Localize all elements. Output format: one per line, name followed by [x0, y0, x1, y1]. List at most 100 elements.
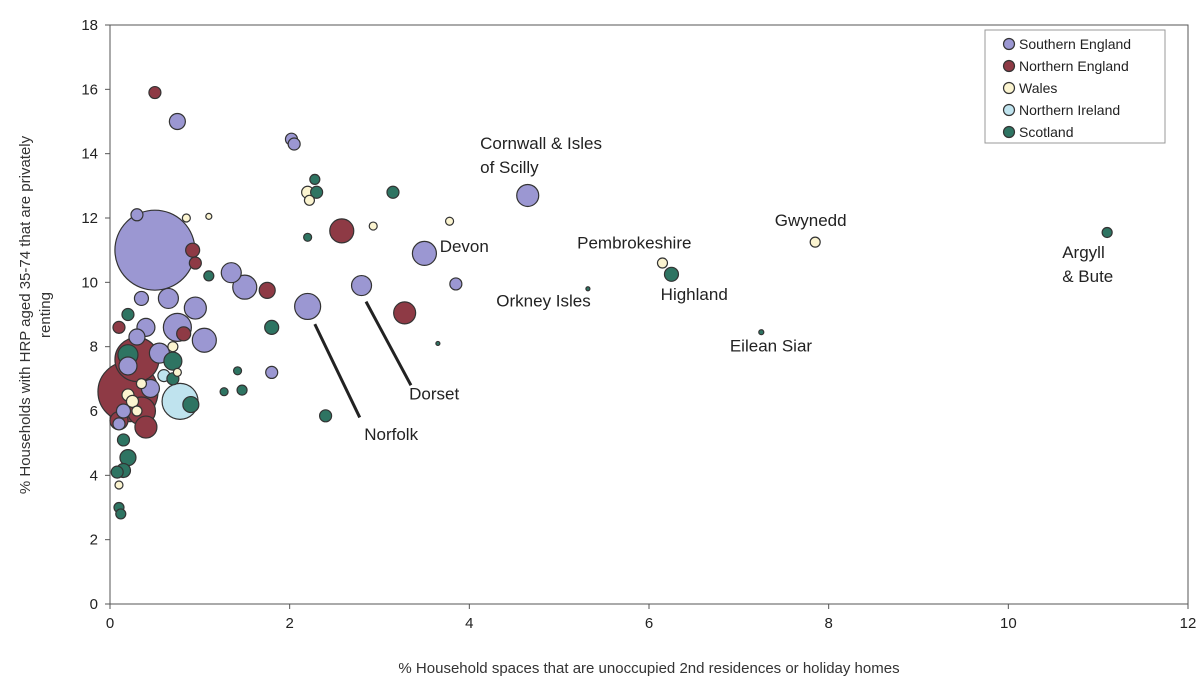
bubble-wales [444, 216, 455, 226]
bubble-scotland [203, 270, 215, 282]
bubble-scotland [585, 286, 591, 292]
axis-ticks: 0 2 4 6 8 10 12 0 2 4 6 8 10 12 14 16 18 [81, 17, 1196, 632]
y-tick-label: 8 [90, 339, 98, 356]
annotation-label: Highland [661, 285, 728, 304]
y-axis-title-line1: % Households with HRP aged 35-74 that ar… [17, 135, 34, 494]
bubble-southern-england [112, 417, 126, 431]
legend-label: Southern England [1019, 36, 1131, 52]
bubble-scotland [1101, 226, 1113, 239]
leader-line [313, 323, 362, 419]
legend-box [984, 29, 1166, 144]
x-tick-label: 2 [285, 615, 293, 632]
bubble-scotland [236, 384, 248, 396]
bubble-northern-england [112, 320, 126, 334]
legend: Southern England Northern England Wales Nor… [984, 29, 1166, 144]
bubble-northern-england [258, 281, 276, 299]
legend-swatch [1002, 59, 1016, 73]
legend-label: Northern Ireland [1019, 102, 1120, 118]
y-tick-label: 6 [90, 403, 98, 420]
bubble-southern-england [287, 137, 301, 151]
bubble-scotland [386, 185, 400, 199]
bubble-southern-england [114, 209, 196, 291]
bubble-southern-england [449, 277, 463, 291]
bubble-scotland [110, 465, 124, 479]
bubble-wales [205, 212, 213, 220]
bubble-northern-england [148, 85, 162, 100]
bubble-southern-england [115, 403, 132, 419]
y-tick-label: 2 [90, 532, 98, 549]
bubble-wales [167, 341, 179, 353]
bubble-scotland [121, 307, 135, 322]
bubble-wales [656, 257, 669, 269]
legend-label: Northern England [1019, 58, 1129, 74]
y-tick-label: 16 [81, 81, 98, 98]
leader-lines [313, 300, 413, 419]
x-axis-title: % Household spaces that are unoccupied 2… [398, 660, 899, 677]
annotations: Cornwall & Isles of Scilly Devon Pembrokesh… [364, 134, 1113, 444]
bubble-scotland [219, 387, 229, 397]
bubble-wales [135, 378, 148, 390]
legend-swatch [1002, 37, 1016, 51]
bubble-northern-england [134, 415, 158, 439]
bubble-scotland [115, 508, 127, 520]
bubble-scotland [163, 351, 183, 371]
bubble-southern-england [157, 287, 179, 310]
bubble-northern-england [188, 256, 202, 270]
annotation-label: Norfolk [364, 425, 418, 444]
bubble-scotland [758, 329, 765, 336]
bubble-southern-england [232, 274, 258, 300]
legend-swatch [1002, 81, 1016, 95]
bubble-northern-england [185, 242, 201, 258]
annotation-label: Pembrokeshire [577, 234, 691, 253]
bubble-northern-england [176, 326, 192, 342]
bubble-southern-england [294, 292, 322, 321]
y-tick-label: 0 [90, 596, 98, 613]
bubble-scotland [232, 366, 243, 376]
bubbles [97, 85, 1113, 520]
annotation-label: Devon [440, 237, 489, 256]
bubble-scotland [182, 395, 200, 414]
legend-swatch [1002, 125, 1016, 139]
annotation-label: Gwynedd [775, 211, 847, 230]
bubble-southern-england [220, 262, 242, 284]
legend-label: Scotland [1019, 124, 1073, 140]
bubble-wales [368, 221, 378, 231]
bubble-wales [114, 480, 124, 490]
annotation-label: Orkney Isles [496, 291, 590, 310]
bubble-southern-england [168, 112, 186, 131]
bubble-southern-england [411, 240, 438, 266]
legend-label: Wales [1019, 80, 1057, 96]
x-tick-label: 12 [1180, 615, 1197, 632]
y-tick-label: 18 [81, 17, 98, 34]
y-tick-label: 14 [81, 146, 98, 163]
y-axis-title-line2: renting [37, 292, 54, 338]
bubble-scotland [303, 232, 313, 242]
bubble-wales [809, 236, 821, 248]
annotation-label: & Bute [1062, 267, 1113, 286]
bubble-wales [172, 367, 182, 377]
bubble-southern-england [516, 183, 540, 208]
bubble-wales [303, 194, 316, 206]
y-tick-label: 10 [81, 274, 98, 291]
bubble-scotland [309, 173, 321, 185]
bubble-southern-england [128, 328, 146, 346]
annotation-label: Eilean Siar [730, 336, 813, 355]
legend-swatch [1002, 103, 1016, 117]
bubble-southern-england [191, 327, 217, 353]
x-tick-label: 4 [465, 615, 473, 632]
annotation-label: Argyll [1062, 243, 1105, 262]
y-tick-label: 4 [90, 467, 98, 484]
bubble-wales [125, 394, 140, 408]
bubble-wales [181, 213, 191, 223]
bubble-scotland [319, 409, 333, 423]
x-tick-label: 6 [645, 615, 653, 632]
bubble-southern-england [265, 365, 279, 379]
bubble-southern-england [133, 290, 150, 307]
annotation-label: of Scilly [480, 158, 539, 177]
bubble-southern-england [350, 274, 373, 297]
bubble-northern-england [329, 218, 355, 244]
y-tick-label: 12 [81, 210, 98, 227]
bubble-wales [131, 405, 143, 417]
leader-line [364, 300, 413, 386]
